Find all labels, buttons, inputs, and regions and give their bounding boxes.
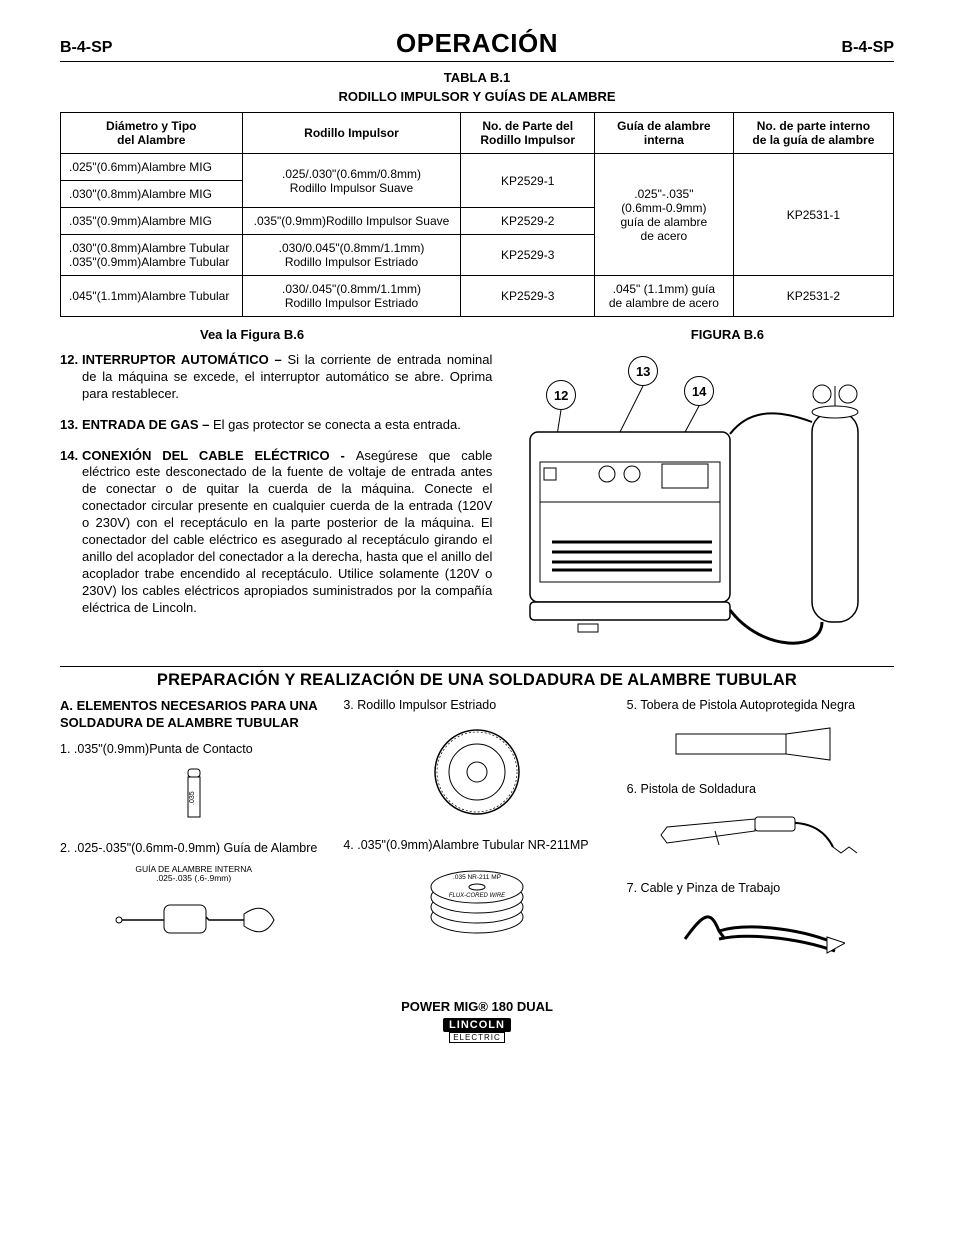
page-footer: POWER MIG® 180 DUAL LINCOLN ELECTRIC <box>60 999 894 1043</box>
item-body: Asegúrese que cable eléctrico este desco… <box>82 448 492 615</box>
table-row: KP2529-3 <box>461 235 594 276</box>
numbered-list: 12. INTERRUPTOR AUTOMÁTICO – Si la corri… <box>60 352 492 662</box>
header-left: B-4-SP <box>60 39 112 57</box>
svg-text:.035 NR-211 MP: .035 NR-211 MP <box>453 874 501 881</box>
table-row: .030/.045"(0.8mm/1.1mm) Rodillo Impulsor… <box>242 276 461 317</box>
item-lead: INTERRUPTOR AUTOMÁTICO – <box>82 352 287 367</box>
th-guidepart: No. de parte interno de la guía de alamb… <box>733 113 893 154</box>
section2-title: PREPARACIÓN Y REALIZACIÓN DE UNA SOLDADU… <box>60 671 894 690</box>
work-clamp-icon <box>627 905 894 961</box>
preparation-columns: A. ELEMENTOS NECESARIOS PARA UNA SOLDADU… <box>60 698 894 977</box>
table-subtitle: RODILLO IMPULSOR Y GUÍAS DE ALAMBRE <box>60 89 894 104</box>
table-row: .025"(0.6mm)Alambre MIG <box>61 154 243 181</box>
list-item: 1. .035"(0.9mm)Punta de Contacto <box>60 742 327 758</box>
list-item: 4. .035"(0.9mm)Alambre Tubular NR-211MP <box>343 838 610 854</box>
drive-roll-table: Diámetro y Tipo del Alambre Rodillo Impu… <box>60 112 894 317</box>
page-header: B-4-SP OPERACIÓN B-4-SP <box>60 28 894 62</box>
list-item: 6. Pistola de Soldadura <box>627 782 894 798</box>
item-number: 13. <box>60 417 82 434</box>
table-row: KP2529-2 <box>461 208 594 235</box>
gun-nozzle-icon <box>627 722 894 766</box>
table-row: .025/.030"(0.6mm/0.8mm) Rodillo Impulsor… <box>242 154 461 208</box>
table-row: KP2531-2 <box>733 276 893 317</box>
th-driveroll: Rodillo Impulsor <box>242 113 461 154</box>
figure-ref-left: Vea la Figura B.6 <box>200 327 304 342</box>
item-number: 14. <box>60 448 82 617</box>
table-row: .030"(0.8mm)Alambre Tubular .035"(0.9mm)… <box>61 235 243 276</box>
header-right: B-4-SP <box>842 39 894 57</box>
svg-text:FLUX-CORED WIRE: FLUX-CORED WIRE <box>449 893 506 899</box>
callout-13: 13 <box>628 356 658 386</box>
wire-spool-icon: .035 NR-211 MP FLUX-CORED WIRE <box>343 861 610 941</box>
svg-text:.035: .035 <box>189 792 196 806</box>
section2-heading: A. ELEMENTOS NECESARIOS PARA UNA SOLDADU… <box>60 698 327 732</box>
table-row: KP2529-1 <box>461 154 594 208</box>
table-row: .030"(0.8mm)Alambre MIG <box>61 181 243 208</box>
item-lead: CONEXIÓN DEL CABLE ELÉCTRICO - <box>82 448 356 463</box>
product-name: POWER MIG® 180 DUAL <box>60 999 894 1014</box>
table-row: .045"(1.1mm)Alambre Tubular <box>61 276 243 317</box>
wire-guide-caption2: .025-.035 (.6-.9mm) <box>60 874 327 883</box>
table-row: .030/0.045"(0.8mm/1.1mm) Rodillo Impulso… <box>242 235 461 276</box>
list-item: 3. Rodillo Impulsor Estriado <box>343 698 610 714</box>
table-row: KP2531-1 <box>733 154 893 276</box>
welding-gun-icon <box>627 805 894 865</box>
list-item: 5. Tobera de Pistola Autoprotegida Negra <box>627 698 894 714</box>
table-row: .025"-.035" (0.6mm-0.9mm) guía de alambr… <box>594 154 733 276</box>
item-body: El gas protector se conecta a esta entra… <box>213 417 461 432</box>
item-lead: ENTRADA DE GAS – <box>82 417 213 432</box>
item-number: 12. <box>60 352 82 403</box>
th-wireguide: Guía de alambre interna <box>594 113 733 154</box>
callout-14: 14 <box>684 376 714 406</box>
header-title: OPERACIÓN <box>396 28 558 59</box>
table-title: TABLA B.1 <box>60 70 894 85</box>
table-row: .035"(0.9mm)Alambre MIG <box>61 208 243 235</box>
figure-caption-right: FIGURA B.6 <box>691 327 764 342</box>
list-item: 7. Cable y Pinza de Trabajo <box>627 881 894 897</box>
callout-12: 12 <box>546 380 576 410</box>
brand-logo: LINCOLN ELECTRIC <box>60 1016 894 1043</box>
table-row: .035"(0.9mm)Rodillo Impulsor Suave <box>242 208 461 235</box>
list-item: 2. .025-.035"(0.6mm-0.9mm) Guía de Alamb… <box>60 841 327 857</box>
th-diameter: Diámetro y Tipo del Alambre <box>61 113 243 154</box>
figure-b6: 12 13 14 <box>512 352 892 662</box>
contact-tip-icon: .035 <box>60 765 327 825</box>
brand-name: LINCOLN <box>443 1018 511 1032</box>
table-row: KP2529-3 <box>461 276 594 317</box>
table-row: .045" (1.1mm) guía de alambre de acero <box>594 276 733 317</box>
drive-roll-icon <box>343 722 610 822</box>
th-partno: No. de Parte del Rodillo Impulsor <box>461 113 594 154</box>
brand-sub: ELECTRIC <box>449 1032 505 1043</box>
wire-guide-icon <box>60 890 327 950</box>
